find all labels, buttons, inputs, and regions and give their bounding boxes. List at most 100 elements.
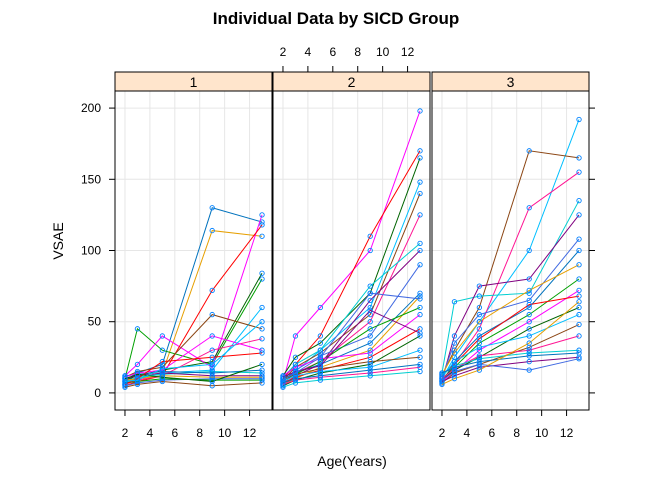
strip-label: 3	[507, 74, 515, 90]
y-tick-label: 50	[88, 315, 102, 329]
data-point	[451, 333, 458, 339]
data-point	[417, 326, 423, 332]
data-point	[476, 361, 482, 368]
series-line	[282, 193, 421, 381]
data-point	[576, 169, 582, 175]
data-point	[292, 333, 299, 339]
data-point	[526, 350, 532, 356]
data-point	[259, 233, 265, 239]
data-point	[476, 304, 482, 311]
data-point	[292, 370, 299, 376]
data-point	[122, 384, 128, 390]
series-line	[282, 292, 421, 381]
series-line	[282, 157, 421, 377]
data-point	[526, 311, 532, 318]
series-line	[282, 366, 421, 385]
data-point	[367, 373, 373, 379]
data-point	[576, 247, 582, 254]
x-tick-label: 4	[464, 426, 471, 440]
x-tick-label: 4	[305, 45, 312, 59]
data-point	[367, 290, 373, 296]
data-point	[451, 364, 458, 370]
data-point	[259, 222, 265, 228]
data-point	[417, 361, 423, 368]
x-tick-label: 6	[171, 426, 178, 440]
x-tick-label: 6	[329, 45, 336, 59]
data-point	[259, 212, 265, 218]
data-point	[317, 354, 323, 360]
data-point	[134, 361, 141, 368]
data-point	[451, 299, 458, 305]
data-point	[476, 364, 482, 370]
data-point	[317, 347, 323, 353]
data-point	[317, 373, 323, 379]
data-point	[259, 326, 265, 332]
data-point	[476, 336, 482, 342]
data-point	[317, 340, 323, 346]
data-point	[451, 376, 458, 382]
data-point	[280, 377, 286, 383]
data-point	[367, 333, 373, 339]
x-tick-label: 10	[218, 426, 232, 440]
series-line	[282, 314, 421, 377]
data-point	[576, 287, 582, 294]
data-point	[417, 293, 423, 299]
data-point	[280, 374, 286, 380]
y-tick-label: 150	[81, 172, 101, 186]
series-line	[441, 356, 580, 382]
data-point	[526, 276, 532, 282]
y-tick-label: 100	[81, 244, 101, 258]
series-line	[282, 371, 421, 388]
data-point	[576, 321, 582, 328]
data-point	[209, 383, 215, 389]
data-point	[476, 293, 482, 299]
data-point	[417, 290, 423, 296]
data-point	[526, 287, 532, 294]
series-line	[441, 358, 580, 381]
data-point	[576, 304, 582, 311]
panel-outer-frame	[431, 71, 590, 411]
x-tick-label: 10	[376, 45, 390, 59]
data-point	[417, 190, 423, 197]
data-point	[417, 212, 423, 218]
data-point	[476, 344, 482, 350]
x-tick-label: 4	[147, 426, 154, 440]
x-tick-label: 2	[439, 426, 446, 440]
data-point	[259, 374, 265, 380]
data-point	[292, 361, 299, 368]
data-point	[259, 304, 265, 311]
data-point	[367, 247, 373, 254]
data-point	[292, 354, 299, 360]
data-point	[476, 326, 482, 332]
data-point	[417, 108, 423, 114]
data-point	[576, 212, 582, 218]
data-point	[439, 381, 445, 388]
x-tick-label: 8	[513, 426, 520, 440]
data-point	[367, 233, 373, 239]
data-point	[576, 262, 582, 268]
data-point	[159, 358, 165, 365]
series-line	[441, 352, 580, 374]
data-point	[367, 319, 373, 325]
data-point	[209, 287, 215, 294]
data-point	[576, 311, 582, 318]
data-point	[526, 367, 532, 373]
data-point	[576, 155, 582, 161]
data-point	[417, 333, 423, 339]
series-line	[124, 321, 263, 382]
data-point	[317, 304, 323, 311]
data-point	[576, 236, 582, 242]
data-point	[367, 340, 373, 346]
data-point	[259, 270, 265, 276]
data-point	[259, 380, 265, 386]
data-point	[259, 347, 265, 353]
data-point	[367, 283, 373, 289]
data-point	[259, 367, 265, 373]
x-tick-label: 12	[560, 426, 574, 440]
data-point	[526, 247, 532, 254]
data-point	[526, 340, 532, 346]
data-point	[526, 347, 532, 353]
data-point	[526, 148, 532, 154]
x-axis-label: Age(Years)	[317, 453, 387, 469]
data-point	[451, 350, 458, 356]
